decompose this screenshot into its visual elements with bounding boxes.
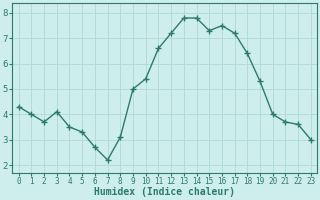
X-axis label: Humidex (Indice chaleur): Humidex (Indice chaleur) <box>94 187 235 197</box>
